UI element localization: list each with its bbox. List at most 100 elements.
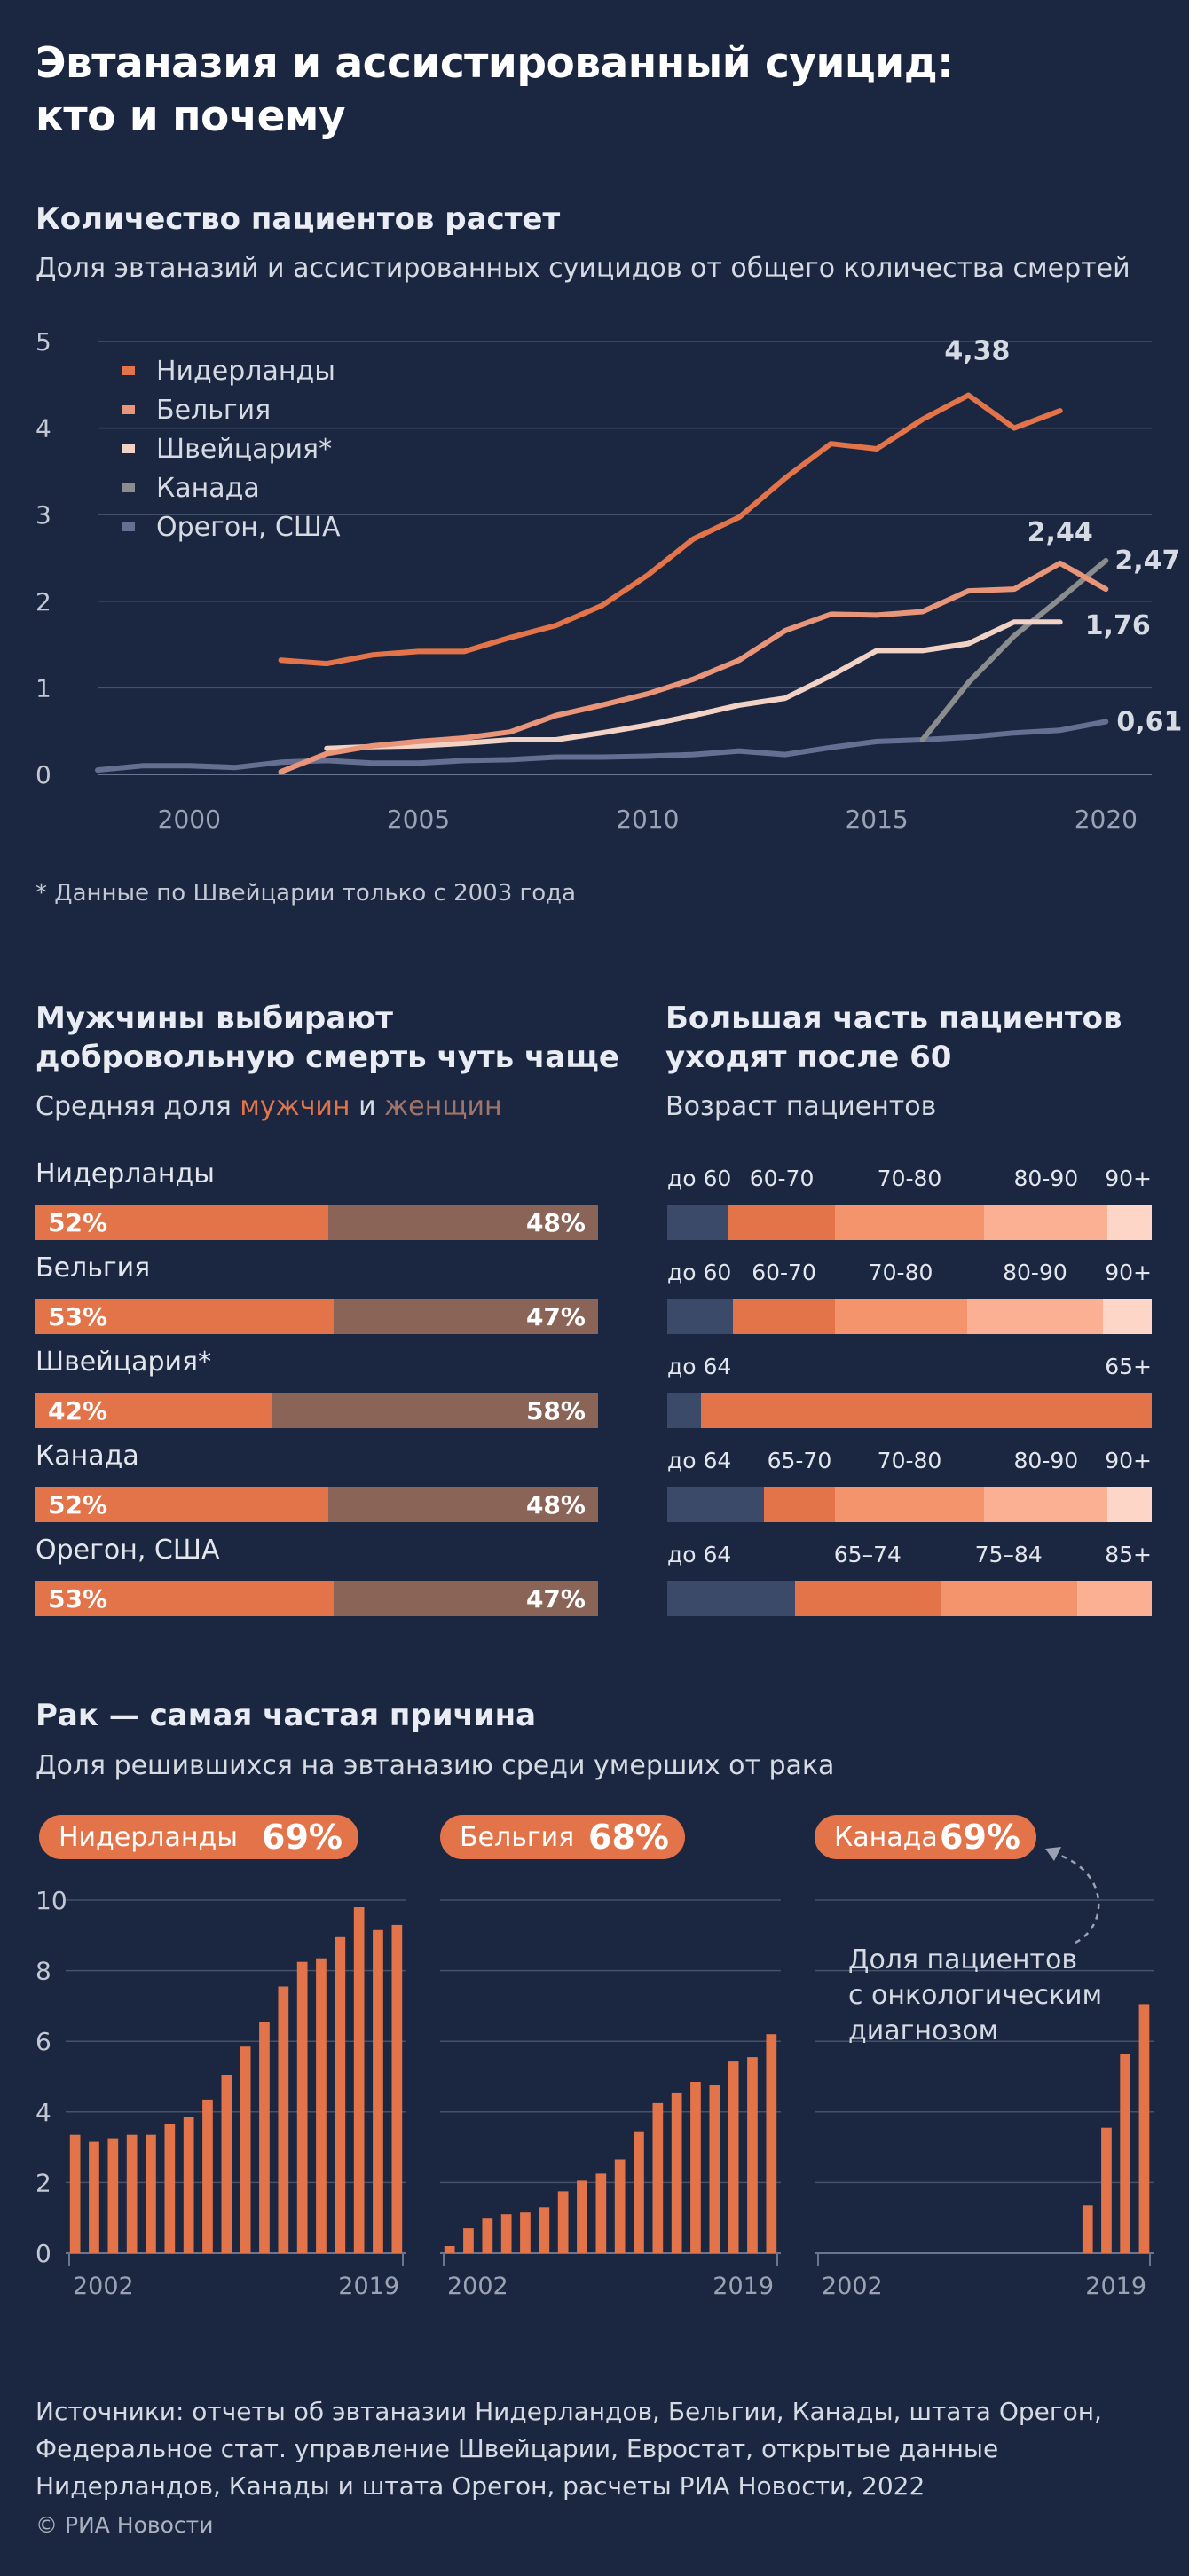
age-segment [1076, 1581, 1152, 1616]
bar [634, 2131, 644, 2253]
data-label: 0,61 [1116, 706, 1182, 737]
annotation-arrow [1055, 1852, 1100, 1944]
age-segment [1107, 1487, 1152, 1522]
section3-subheading: Возраст пациентов [665, 1091, 937, 1122]
y-tick-label: 0 [35, 2239, 51, 2268]
y-tick-label: 0 [35, 760, 51, 789]
bar [652, 2102, 664, 2253]
age-segment [940, 1581, 1077, 1616]
line-chart: 0 1 2 3 4 5 2000 2005 2010 2015 2020 4,38 2,44 1,76 2,… [35, 327, 1182, 834]
gender-bar: 52% 48% [35, 1487, 598, 1522]
age-bar [667, 1581, 1152, 1616]
age-segment [834, 1205, 985, 1240]
country-pill: Канада 69% [815, 1815, 1036, 1859]
age-bar [667, 1393, 1152, 1428]
data-label: 1,76 [1085, 610, 1151, 641]
cancer-chart: 0 2 4 6 8 10 2002 2019 2002 2019 2002 2019 [35, 1847, 1154, 2300]
age-group-label: 65-70 [767, 1448, 832, 1473]
y-tick-label: 2 [35, 2168, 51, 2197]
y-tick-label: 5 [35, 327, 51, 357]
bar [373, 1929, 383, 2253]
cancer-annotation: Доля пациентов с онкологическим диагнозо… [848, 1943, 1102, 2049]
bar [690, 2082, 701, 2253]
age-group-label: 80-90 [1013, 1448, 1079, 1473]
country-pill: Нидерланды 69% [39, 1815, 358, 1859]
women-share-segment: 47% [334, 1581, 598, 1616]
country-label: Канада [35, 1441, 139, 1472]
age-segment [1103, 1299, 1152, 1334]
legend-entry: Нидерланды [156, 356, 335, 387]
title-line-1: Эвтаназия и ассистированный суицид: [35, 39, 954, 88]
age-segment [834, 1299, 967, 1334]
age-group-label: до 60 [667, 1166, 732, 1191]
section4-subheading: Доля решившихся на эвтаназию среди умерш… [35, 1750, 835, 1781]
bar [316, 1958, 327, 2253]
bar [126, 2134, 138, 2253]
age-segment [966, 1299, 1104, 1334]
pill-share: 69% [262, 1818, 343, 1857]
bar [183, 2117, 194, 2253]
bar [747, 2057, 758, 2253]
x-tick-label: 2019 [338, 2273, 399, 2300]
legend-swatch [122, 522, 135, 531]
age-bar [667, 1487, 1152, 1522]
age-group-label: до 64 [667, 1354, 732, 1379]
legend-men: мужчин [240, 1091, 350, 1122]
x-tick-label: 2000 [158, 805, 221, 834]
x-tick-label: 2015 [845, 805, 908, 834]
data-label: 4,38 [944, 336, 1010, 367]
legend-entry: Орегон, США [156, 512, 341, 543]
annotation-line-2: с онкологическим [848, 1980, 1103, 2011]
section2-sub-prefix: Средняя доля [35, 1091, 240, 1122]
country-label: Швейцария* [35, 1347, 212, 1378]
legend-swatch [122, 483, 135, 492]
bar [202, 2099, 213, 2253]
x-tick-label: 2002 [73, 2273, 134, 2300]
bar [482, 2218, 493, 2253]
section3-heading-line-1: Большая часть пациентов [665, 1001, 1122, 1036]
bar [1138, 2004, 1150, 2253]
women-share-segment: 47% [334, 1299, 598, 1334]
age-segment [834, 1487, 985, 1522]
age-group-label: 65–74 [833, 1542, 902, 1567]
age-group-label: 80-90 [1013, 1166, 1079, 1191]
bar [444, 2246, 455, 2253]
series-line [278, 560, 1109, 775]
age-segment [667, 1581, 795, 1616]
x-tick-label: 2005 [387, 805, 450, 834]
bar [164, 2124, 176, 2253]
gender-bar: 52% 48% [35, 1205, 598, 1240]
data-label: 2,47 [1114, 546, 1180, 577]
gender-bar: 42% 58% [35, 1393, 598, 1428]
gender-bar: 53% 47% [35, 1299, 598, 1334]
age-segment [728, 1205, 835, 1240]
y-tick-label: 10 [35, 1886, 67, 1915]
bar [221, 2075, 232, 2253]
y-tick-label: 1 [35, 673, 51, 703]
men-share-segment: 52% [35, 1205, 328, 1240]
age-group-label: 75–84 [974, 1542, 1043, 1567]
series-line [919, 557, 1109, 742]
bar [520, 2212, 531, 2253]
bar [557, 2191, 569, 2253]
pill-country: Канада [834, 1821, 938, 1853]
series-line [324, 619, 1063, 751]
age-group-label: 60-70 [749, 1166, 815, 1191]
data-label: 2,44 [1028, 517, 1093, 548]
bar [463, 2228, 474, 2253]
section2-heading: Мужчины выбирают добровольную смерть чут… [35, 999, 619, 1077]
title-line-2: кто и почему [35, 92, 346, 141]
age-group-label: 90+ [1105, 1166, 1152, 1191]
age-segment [984, 1205, 1108, 1240]
section4-heading: Рак — самая частая причина [35, 1698, 537, 1733]
y-tick-label: 4 [35, 2098, 51, 2127]
page-title: Эвтаназия и ассистированный суицид: кто … [35, 37, 954, 144]
bar [107, 2138, 119, 2253]
legend-swatch [122, 366, 135, 375]
section2-heading-line-1: Мужчины выбирают [35, 1001, 393, 1036]
section1-heading: Количество пациентов растет [35, 201, 561, 237]
age-segment [1107, 1205, 1152, 1240]
women-share-segment: 48% [327, 1205, 598, 1240]
age-segment [794, 1581, 941, 1616]
x-tick-label: 2002 [447, 2273, 508, 2300]
